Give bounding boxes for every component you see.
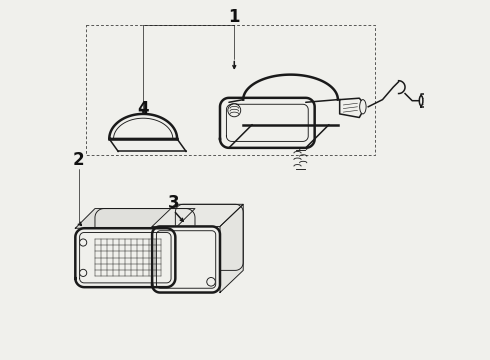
Circle shape [228, 104, 241, 117]
Text: 1: 1 [228, 9, 240, 27]
Ellipse shape [360, 100, 366, 114]
Polygon shape [75, 228, 175, 287]
Circle shape [79, 239, 87, 246]
Polygon shape [175, 204, 243, 270]
Ellipse shape [430, 94, 435, 107]
Circle shape [79, 269, 87, 276]
Text: 2: 2 [73, 151, 85, 169]
Polygon shape [75, 208, 195, 228]
Ellipse shape [419, 96, 423, 106]
Polygon shape [152, 226, 220, 293]
Polygon shape [421, 94, 432, 107]
Polygon shape [95, 208, 195, 267]
Polygon shape [152, 204, 243, 226]
Polygon shape [220, 204, 243, 293]
Text: 4: 4 [137, 100, 149, 118]
Text: 3: 3 [168, 194, 179, 212]
Polygon shape [220, 98, 315, 148]
Polygon shape [243, 75, 338, 125]
Polygon shape [109, 114, 177, 139]
Circle shape [207, 278, 215, 286]
Polygon shape [340, 98, 363, 117]
